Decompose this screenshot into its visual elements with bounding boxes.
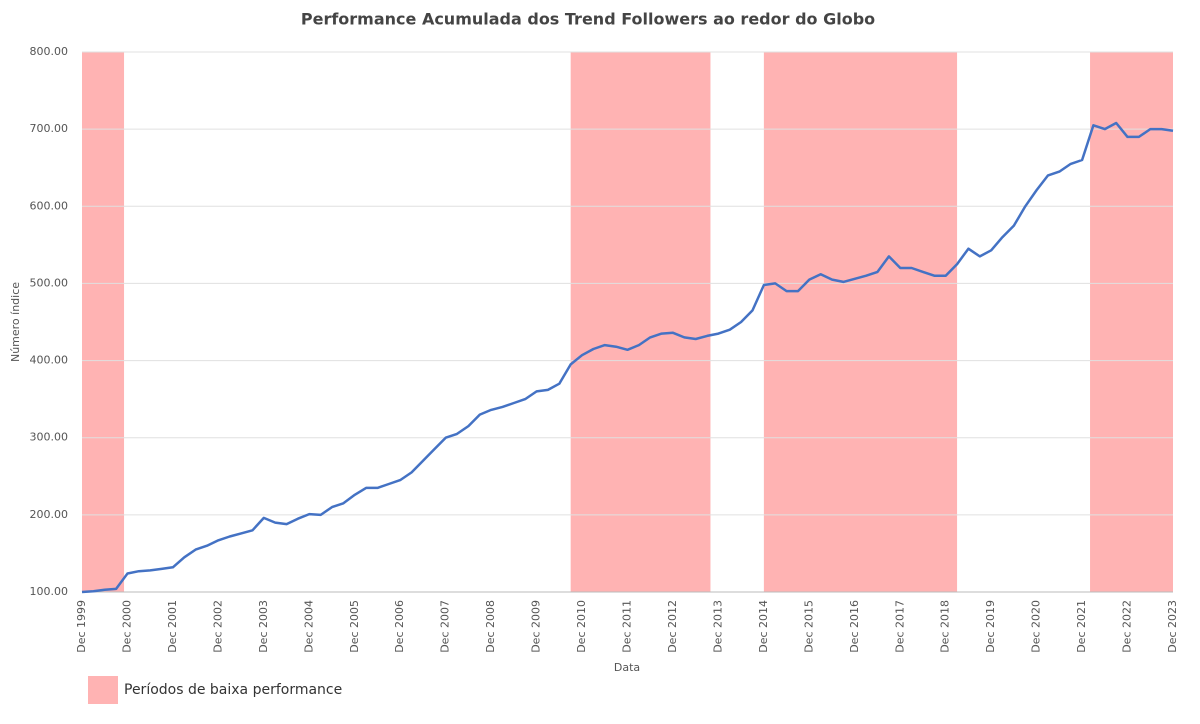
x-tick-label: Dec 2003: [257, 600, 270, 653]
x-tick-label: Dec 2009: [530, 600, 543, 653]
x-tick-label: Dec 2010: [575, 600, 588, 653]
x-tick-label: Dec 2001: [166, 600, 179, 653]
x-tick-label: Dec 2018: [939, 600, 952, 653]
y-tick-label: 100.00: [30, 585, 69, 598]
x-tick-label: Dec 2014: [757, 600, 770, 653]
shaded-period: [82, 52, 125, 592]
y-tick-label: 600.00: [30, 199, 69, 212]
x-tick-label: Dec 2008: [484, 600, 497, 653]
x-tick-label: Dec 2007: [439, 600, 452, 653]
chart-title: Performance Acumulada dos Trend Follower…: [301, 10, 875, 29]
x-tick-label: Dec 2006: [393, 600, 406, 653]
x-tick-label: Dec 2020: [1030, 600, 1043, 653]
x-tick-label: Dec 2012: [666, 600, 679, 653]
x-tick-label: Dec 2016: [848, 600, 861, 653]
y-axis-label: Número índice: [9, 282, 22, 362]
legend-swatch: [88, 676, 118, 704]
legend-label: Períodos de baixa performance: [124, 682, 342, 698]
x-tick-label: Dec 2022: [1121, 600, 1134, 653]
x-tick-label: Dec 2019: [984, 600, 997, 653]
x-axis-label: Data: [614, 661, 640, 674]
y-tick-label: 500.00: [30, 276, 69, 289]
x-tick-label: Dec 2013: [711, 600, 724, 653]
shaded-period: [1090, 52, 1173, 592]
y-tick-label: 400.00: [30, 354, 69, 367]
x-tick-label: Dec 2015: [802, 600, 815, 653]
x-tick-label: Dec 2004: [302, 600, 315, 653]
x-tick-label: Dec 2002: [211, 600, 224, 653]
line: [81, 121, 1174, 594]
shaded-period: [763, 52, 958, 592]
x-tick-label: Dec 2023: [1166, 600, 1179, 653]
x-tick-label: Dec 1999: [75, 600, 88, 653]
shaded-period: [570, 52, 711, 592]
x-tick-label: Dec 2011: [621, 600, 634, 653]
y-tick-label: 300.00: [30, 431, 69, 444]
x-tick-label: Dec 2000: [120, 600, 133, 653]
y-tick-label: 700.00: [30, 122, 69, 135]
x-tick-label: Dec 2021: [1075, 600, 1088, 653]
x-tick-label: Dec 2017: [893, 600, 906, 653]
x-tick-label: Dec 2005: [348, 600, 361, 653]
y-tick-label: 200.00: [30, 508, 69, 521]
y-tick-label: 800.00: [30, 45, 69, 58]
